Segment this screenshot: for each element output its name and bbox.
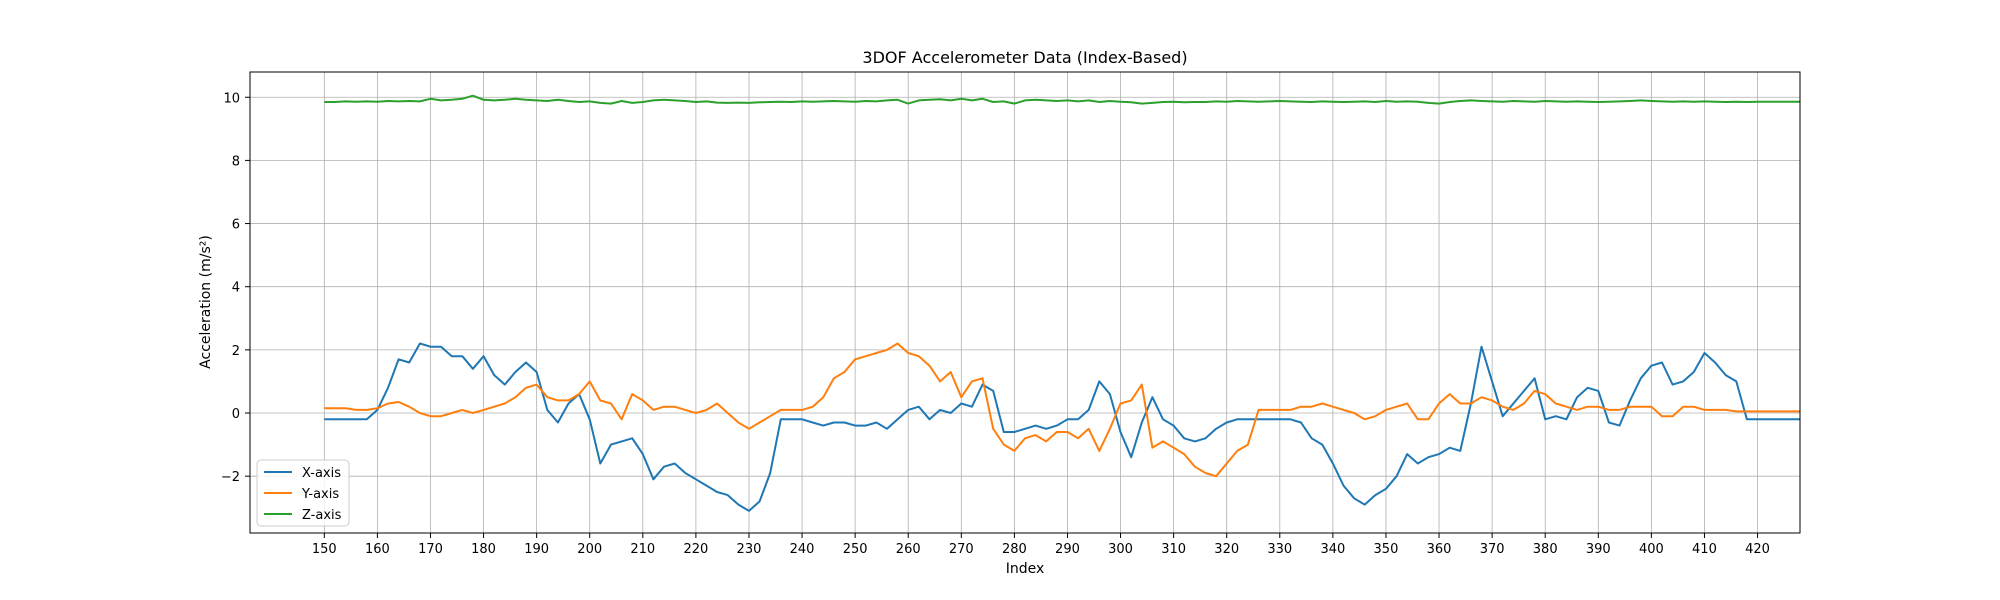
y-axis-title: Acceleration (m/s²)	[198, 235, 214, 369]
legend-box	[256, 459, 350, 527]
y-tick-label: 0	[232, 407, 240, 422]
series-lines	[324, 94, 1800, 512]
y-tick-label: 2	[232, 344, 240, 359]
x-tick-label: 410	[1692, 542, 1717, 557]
x-tick-label: 400	[1639, 542, 1664, 557]
y-tick-label: 6	[232, 218, 240, 233]
x-tick-label: 280	[1002, 542, 1027, 557]
x-tick-label: 200	[577, 542, 602, 557]
legend-label-z: Z-axis	[302, 508, 342, 523]
legend-label-y: Y-axis	[301, 487, 339, 502]
x-tick-label: 250	[843, 542, 868, 557]
x-tick-label: 270	[949, 542, 974, 557]
x-tick-label: 320	[1214, 542, 1239, 557]
series-line-y-axis	[324, 342, 1800, 478]
x-tick-label: 350	[1374, 542, 1399, 557]
x-tick-label: 310	[1161, 542, 1186, 557]
axis-ticks: 150 160 170 180 190 200 210 220 230 240 250 260 270 2…	[221, 91, 1770, 557]
x-tick-label: 330	[1267, 542, 1292, 557]
x-tick-label: 150	[312, 542, 337, 557]
x-tick-label: 340	[1320, 542, 1345, 557]
legend-label-x: X-axis	[302, 466, 341, 481]
x-tick-label: 210	[630, 542, 655, 557]
plot-frame	[249, 71, 1801, 534]
x-tick-label: 360	[1427, 542, 1452, 557]
y-tick-label: −2	[221, 470, 240, 485]
x-tick-label: 220	[683, 542, 708, 557]
x-tick-label: 300	[1108, 542, 1133, 557]
y-tick-label: 10	[223, 91, 240, 106]
chart-title: 3DOF Accelerometer Data (Index-Based)	[862, 48, 1187, 67]
x-tick-label: 380	[1533, 542, 1558, 557]
x-tick-label: 390	[1586, 542, 1611, 557]
x-tick-label: 170	[418, 542, 443, 557]
y-tick-label: 8	[232, 154, 240, 169]
x-tick-label: 230	[737, 542, 762, 557]
y-tick-label: 4	[232, 281, 240, 296]
x-tick-label: 290	[1055, 542, 1080, 557]
x-tick-label: 260	[896, 542, 921, 557]
series-line-z-axis	[324, 94, 1800, 105]
x-tick-label: 420	[1745, 542, 1770, 557]
series-line-x-axis	[324, 342, 1800, 512]
x-axis-title: Index	[1006, 561, 1045, 577]
x-tick-label: 240	[790, 542, 815, 557]
x-tick-label: 370	[1480, 542, 1505, 557]
grid	[250, 72, 1800, 533]
x-tick-label: 190	[524, 542, 549, 557]
x-tick-label: 160	[365, 542, 390, 557]
x-tick-label: 180	[471, 542, 496, 557]
legend: X-axis Y-axis Z-axis	[256, 459, 350, 527]
